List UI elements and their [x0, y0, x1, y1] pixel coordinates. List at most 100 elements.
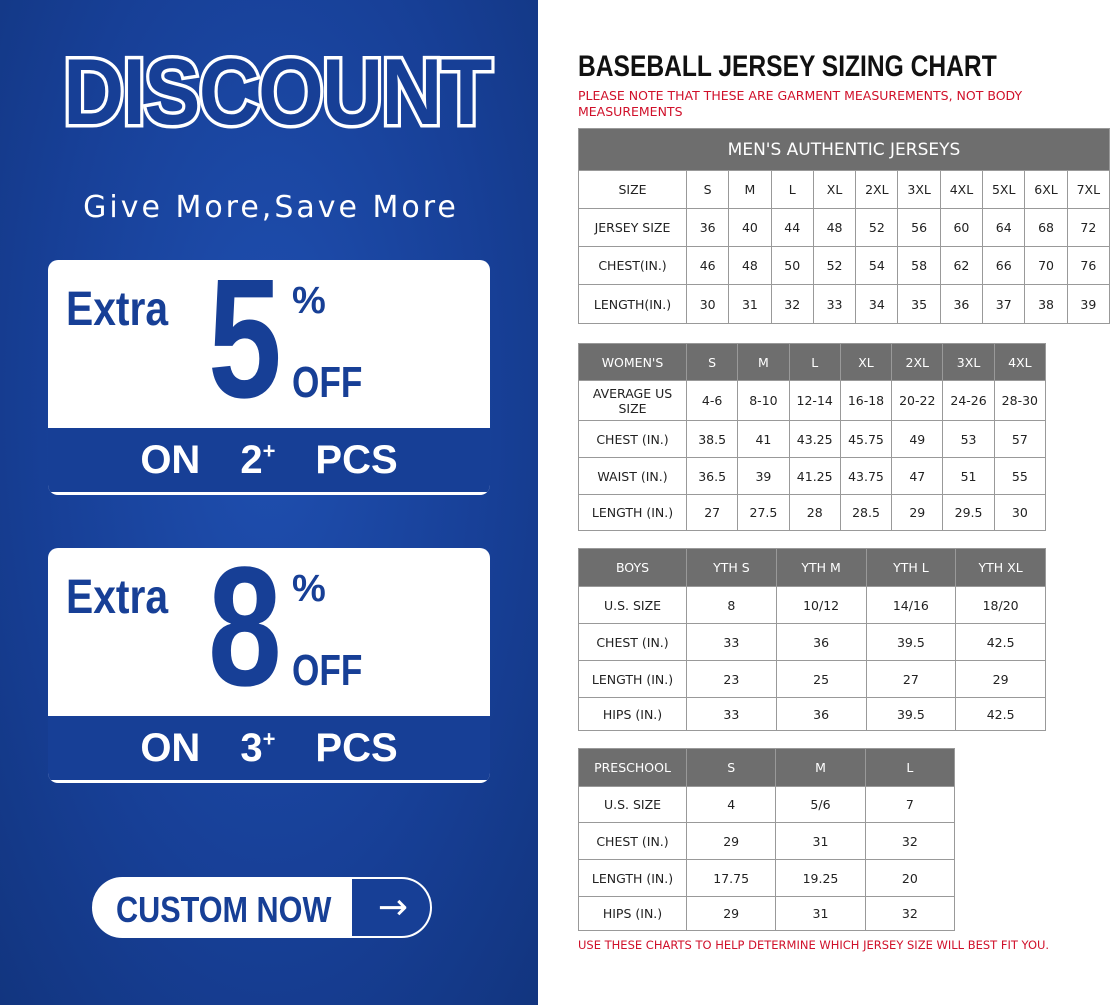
column-header: S: [685, 748, 777, 787]
table-cell: 12-14: [788, 380, 841, 421]
table-cell: 17.75: [685, 859, 777, 897]
table-cell: 7XL: [1066, 170, 1111, 209]
row-label: AVERAGE US SIZE: [578, 380, 687, 421]
table-cell: 70: [1024, 246, 1068, 285]
table-cell: 38.5: [685, 420, 739, 458]
offer-condition: ON 2+ PCS: [48, 428, 490, 492]
table-cell: 36: [775, 623, 867, 661]
footer-note: USE THESE CHARTS TO HELP DETERMINE WHICH…: [578, 938, 1050, 952]
table-cell: 68: [1024, 208, 1068, 247]
table-cell: 57: [993, 420, 1047, 458]
table-cell: 58: [897, 246, 941, 285]
row-label: LENGTH(IN.): [578, 284, 687, 324]
row-label: HIPS (IN.): [578, 896, 687, 931]
row-label: HIPS (IN.): [578, 697, 687, 731]
mens-size-table: MEN'S AUTHENTIC JERSEYS SIZE S M L XL 2XL 3XL 4X…: [578, 128, 1111, 324]
table-cell: 5XL: [982, 170, 1026, 209]
custom-now-button[interactable]: CUSTOM NOW →: [92, 877, 432, 938]
column-header: XL: [839, 343, 893, 381]
qty-plus: +: [262, 438, 276, 464]
table-row: CHEST (IN.) 38.5 41 43.25 45.75 49 53 57: [578, 420, 1047, 458]
table-cell: 31: [775, 822, 866, 860]
offer-extra: Extra: [66, 283, 169, 336]
table-cell: 6XL: [1024, 170, 1068, 209]
table-cell: XL: [812, 170, 857, 209]
table-cell: 72: [1066, 208, 1111, 247]
table-row: JERSEY SIZE 36 40 44 48 52 56 60 64 68 72: [578, 208, 1111, 247]
row-label: LENGTH (IN.): [578, 859, 687, 897]
table-cell: 49: [891, 420, 944, 458]
table-cell: 14/16: [865, 586, 957, 624]
column-header: L: [788, 343, 841, 381]
table-cell: S: [685, 170, 730, 209]
qty-plus: +: [262, 726, 276, 752]
row-label: JERSEY SIZE: [578, 208, 687, 247]
table-cell: 37: [982, 284, 1026, 324]
table-cell: 16-18: [839, 380, 893, 421]
table-cell: 10/12: [775, 586, 867, 624]
table-cell: 3XL: [897, 170, 941, 209]
header-row: BOYS YTH S YTH M YTH L YTH XL: [578, 548, 1046, 587]
table-cell: 43.25: [788, 420, 841, 458]
table-cell: 47: [891, 457, 944, 495]
table-cell: 20: [864, 859, 956, 897]
table-cell: 51: [942, 457, 995, 495]
table-cell: 33: [686, 697, 777, 731]
table-cell: 18/20: [955, 586, 1046, 624]
boys-size-table: BOYS YTH S YTH M YTH L YTH XL U.S. SIZE 8 10/12…: [578, 548, 1046, 731]
table-cell: 30: [993, 494, 1047, 531]
table-row: WAIST (IN.) 36.5 39 41.25 43.75 47 51 55: [578, 457, 1047, 495]
table-row: LENGTH (IN.) 27 27.5 28 28.5 29 29.5 30: [578, 494, 1047, 531]
discount-headline: DISCOUNT: [60, 36, 496, 148]
table-cell: 29: [685, 822, 777, 860]
table-cell: 29.5: [942, 494, 995, 531]
column-header: 3XL: [942, 343, 995, 381]
table-cell: 33: [686, 623, 777, 661]
column-header: S: [685, 343, 739, 381]
offer-value: 8: [208, 548, 282, 722]
column-header: YTH M: [775, 548, 867, 587]
table-cell: 52: [812, 246, 857, 285]
table-cell: 29: [891, 494, 944, 531]
table-row: SIZE S M L XL 2XL 3XL 4XL 5XL 6XL 7XL: [578, 170, 1111, 209]
table-cell: 40: [728, 208, 772, 247]
table-cell: 76: [1066, 246, 1111, 285]
row-label: U.S. SIZE: [578, 786, 687, 823]
table-row: CHEST (IN.) 33 36 39.5 42.5: [578, 623, 1046, 661]
table-cell: 33: [812, 284, 857, 324]
offer-off: OFF: [292, 358, 363, 407]
row-label: LENGTH (IN.): [578, 494, 687, 531]
table-cell: 41: [737, 420, 790, 458]
row-label: LENGTH (IN.): [578, 660, 687, 698]
table-cell: 38: [1024, 284, 1068, 324]
row-label: CHEST (IN.): [578, 623, 687, 661]
row-label: CHEST (IN.): [578, 420, 687, 458]
offer-value: 5: [208, 260, 282, 434]
table-cell: 34: [855, 284, 899, 324]
table-cell: 39: [1066, 284, 1111, 324]
table-cell: 36: [685, 208, 730, 247]
table-cell: 8-10: [737, 380, 790, 421]
table-cell: 32: [864, 896, 956, 931]
row-label: U.S. SIZE: [578, 586, 687, 624]
table-cell: 29: [685, 896, 777, 931]
table-cell: 28: [788, 494, 841, 531]
arrow-right-icon: →: [352, 879, 430, 936]
table-cell: 23: [686, 660, 777, 698]
table-cell: 43.75: [839, 457, 893, 495]
table-cell: 66: [982, 246, 1026, 285]
table-cell: 35: [897, 284, 941, 324]
table-cell: 48: [812, 208, 857, 247]
table-cell: 36: [939, 284, 984, 324]
offer-percent: %: [292, 568, 326, 610]
table-cell: 46: [685, 246, 730, 285]
qty-number: 3: [240, 725, 263, 770]
table-cell: 55: [993, 457, 1047, 495]
table-cell: 30: [685, 284, 730, 324]
table-row: LENGTH(IN.) 30 31 32 33 34 35 36 37 38 39: [578, 284, 1111, 324]
table-row: U.S. SIZE 4 5/6 7: [578, 786, 956, 823]
table-cell: 45.75: [839, 420, 893, 458]
table-cell: 25: [775, 660, 867, 698]
measurement-note: PLEASE NOTE THAT THESE ARE GARMENT MEASU…: [578, 88, 1023, 119]
offer-pcs: PCS: [315, 725, 398, 770]
